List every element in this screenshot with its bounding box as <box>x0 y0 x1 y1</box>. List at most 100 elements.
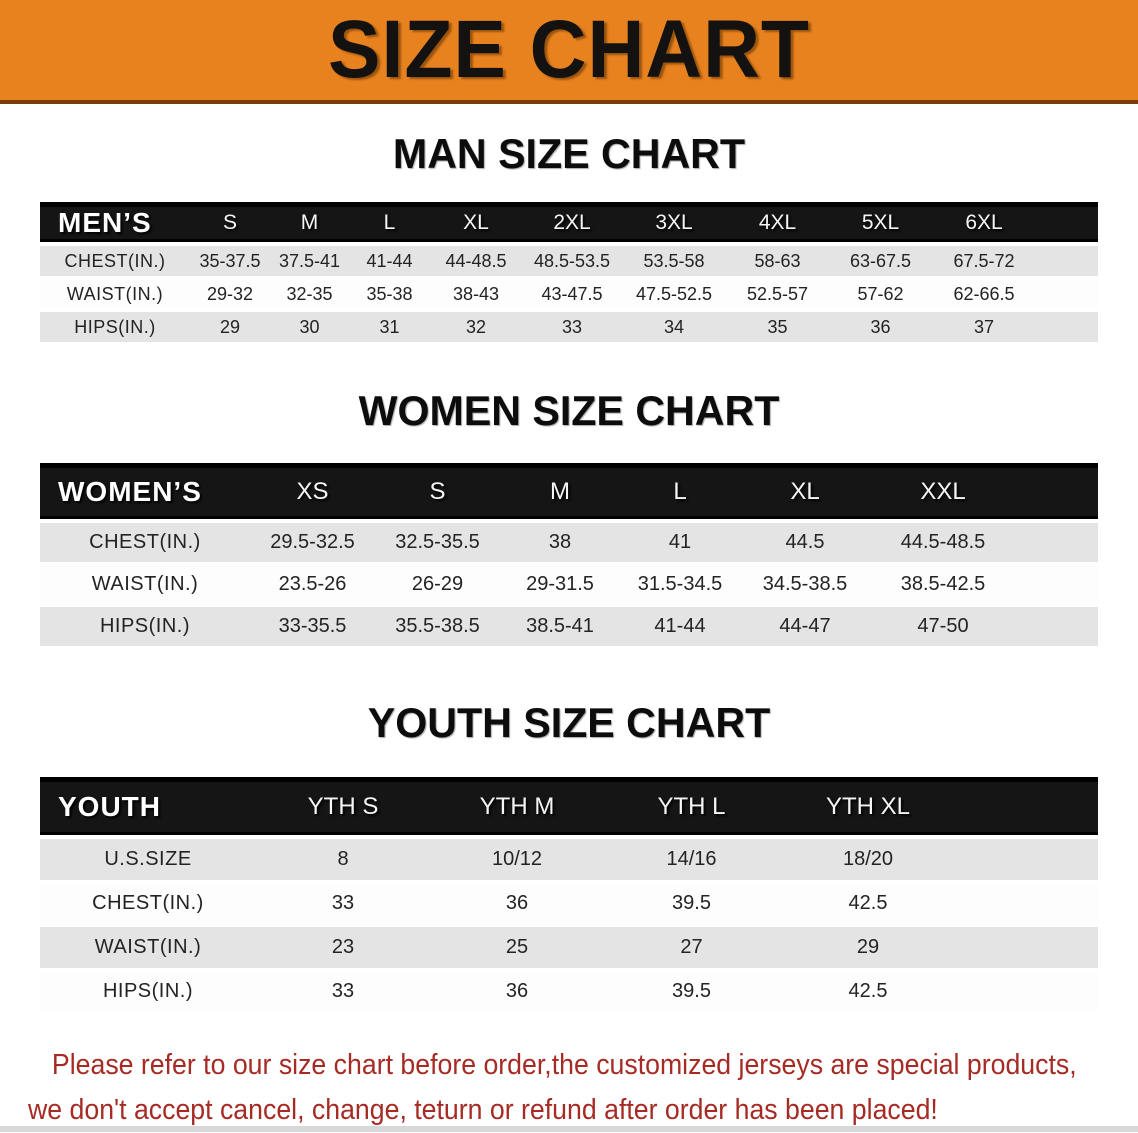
column-header: YTH L <box>604 777 779 839</box>
table-cell: 44-48.5 <box>430 246 522 279</box>
table-cell: 32-35 <box>270 279 349 312</box>
table-cell: 41 <box>620 523 740 565</box>
table-cell: 47.5-52.5 <box>622 279 726 312</box>
row-filler-cell <box>1016 607 1098 649</box>
table-cell: 29.5-32.5 <box>250 523 375 565</box>
row-label: WAIST(IN.) <box>40 279 190 312</box>
table-cell: 31 <box>349 312 430 345</box>
column-header: YTH S <box>256 777 430 839</box>
column-header: XL <box>430 202 522 246</box>
column-header: XS <box>250 463 375 523</box>
row-label: U.S.SIZE <box>40 839 256 883</box>
table-row: HIPS(IN.) 29 30 31 32 33 34 35 36 37 <box>40 312 1098 345</box>
table-cell: 31.5-34.5 <box>620 565 740 607</box>
column-header: 6XL <box>932 202 1036 246</box>
table-cell: 35-37.5 <box>190 246 270 279</box>
table-cell: 33 <box>522 312 622 345</box>
row-label: CHEST(IN.) <box>40 883 256 927</box>
table-cell: 23.5-26 <box>250 565 375 607</box>
column-header: XL <box>740 463 870 523</box>
table-cell: 30 <box>270 312 349 345</box>
table-cell: 38.5-42.5 <box>870 565 1016 607</box>
table-row: HIPS(IN.) 33 36 39.5 42.5 <box>40 971 1098 1015</box>
table-cell: 26-29 <box>375 565 500 607</box>
youth-size-table: YOUTH YTH S YTH M YTH L YTH XL U.S.SIZE 8 10/12… <box>40 777 1098 1015</box>
table-cell: 32.5-35.5 <box>375 523 500 565</box>
column-header: 4XL <box>726 202 829 246</box>
row-label: HIPS(IN.) <box>40 607 250 649</box>
header-filler-cell <box>1036 202 1098 246</box>
order-policy-note-line2: we don't accept cancel, change, teturn o… <box>28 1093 938 1126</box>
table-cell: 53.5-58 <box>622 246 726 279</box>
column-header: 5XL <box>829 202 932 246</box>
table-cell: 37 <box>932 312 1036 345</box>
column-header: S <box>190 202 270 246</box>
table-cell: 41-44 <box>349 246 430 279</box>
table-cell: 29-31.5 <box>500 565 620 607</box>
table-cell: 23 <box>256 927 430 971</box>
table-cell: 39.5 <box>604 883 779 927</box>
table-cell: 63-67.5 <box>829 246 932 279</box>
table-cell: 14/16 <box>604 839 779 883</box>
bottom-edge-strip <box>0 1126 1138 1132</box>
table-cell: 35-38 <box>349 279 430 312</box>
table-cell: 35.5-38.5 <box>375 607 500 649</box>
table-cell: 42.5 <box>779 883 957 927</box>
order-policy-note: Please refer to our size chart before or… <box>0 1043 1138 1133</box>
column-header: 2XL <box>522 202 622 246</box>
table-cell: 25 <box>430 927 604 971</box>
table-cell: 34 <box>622 312 726 345</box>
group-label: YOUTH <box>40 777 256 839</box>
row-filler-cell <box>1036 312 1098 345</box>
row-filler-cell <box>957 927 1098 971</box>
table-cell: 33 <box>256 883 430 927</box>
column-header: XXL <box>870 463 1016 523</box>
table-cell: 8 <box>256 839 430 883</box>
table-cell: 42.5 <box>779 971 957 1015</box>
table-cell: 41-44 <box>620 607 740 649</box>
table-cell: 67.5-72 <box>932 246 1036 279</box>
row-label: HIPS(IN.) <box>40 971 256 1015</box>
column-header: M <box>500 463 620 523</box>
table-cell: 29-32 <box>190 279 270 312</box>
table-cell: 18/20 <box>779 839 957 883</box>
size-header-row: WOMEN’S XS S M L XL XXL <box>40 463 1098 523</box>
column-header: L <box>349 202 430 246</box>
table-cell: 44.5 <box>740 523 870 565</box>
table-row: U.S.SIZE 8 10/12 14/16 18/20 <box>40 839 1098 883</box>
row-filler-cell <box>957 839 1098 883</box>
table-cell: 33 <box>256 971 430 1015</box>
column-header: S <box>375 463 500 523</box>
row-label: WAIST(IN.) <box>40 565 250 607</box>
table-cell: 10/12 <box>430 839 604 883</box>
row-filler-cell <box>1016 523 1098 565</box>
table-cell: 38 <box>500 523 620 565</box>
table-cell: 39.5 <box>604 971 779 1015</box>
table-cell: 44-47 <box>740 607 870 649</box>
table-cell: 43-47.5 <box>522 279 622 312</box>
mens-size-table: MEN’S S M L XL 2XL 3XL 4XL 5XL 6XL CHEST(IN.) 35-37… <box>40 202 1098 345</box>
table-cell: 36 <box>430 883 604 927</box>
group-label: WOMEN’S <box>40 463 250 523</box>
table-cell: 29 <box>190 312 270 345</box>
order-policy-note-line1: Please refer to our size chart before or… <box>51 1049 1077 1081</box>
table-row: CHEST(IN.) 29.5-32.5 32.5-35.5 38 41 44.5 44.5… <box>40 523 1098 565</box>
row-filler-cell <box>957 971 1098 1015</box>
table-row: WAIST(IN.) 29-32 32-35 35-38 38-43 43-47.5 47.… <box>40 279 1098 312</box>
table-cell: 62-66.5 <box>932 279 1036 312</box>
table-cell: 34.5-38.5 <box>740 565 870 607</box>
column-header: 3XL <box>622 202 726 246</box>
table-row: WAIST(IN.) 23.5-26 26-29 29-31.5 31.5-34.5 34… <box>40 565 1098 607</box>
row-filler-cell <box>1036 246 1098 279</box>
group-label: MEN’S <box>40 202 190 246</box>
table-cell: 47-50 <box>870 607 1016 649</box>
table-cell: 44.5-48.5 <box>870 523 1016 565</box>
row-label: WAIST(IN.) <box>40 927 256 971</box>
column-header: YTH M <box>430 777 604 839</box>
table-cell: 29 <box>779 927 957 971</box>
column-header: M <box>270 202 349 246</box>
row-filler-cell <box>957 883 1098 927</box>
table-cell: 27 <box>604 927 779 971</box>
size-header-row: MEN’S S M L XL 2XL 3XL 4XL 5XL 6XL <box>40 202 1098 246</box>
